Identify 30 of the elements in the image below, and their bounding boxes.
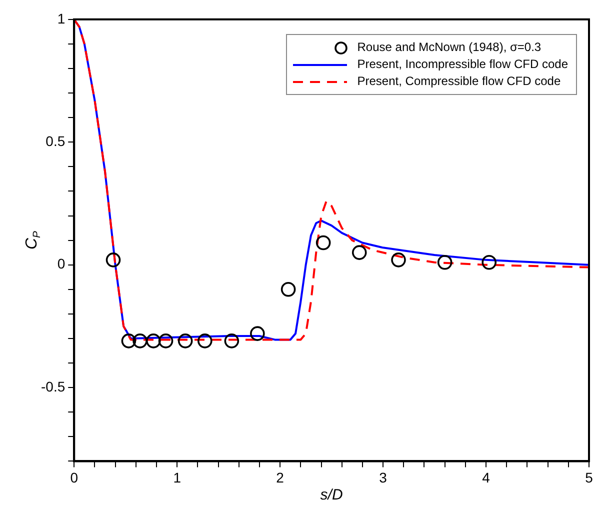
point xyxy=(250,326,265,341)
point xyxy=(121,334,136,348)
legend-label: Rouse and McNown (1948), σ=0.3 xyxy=(357,39,542,56)
point xyxy=(158,334,174,348)
y-tick-label: 1 xyxy=(57,10,66,26)
point xyxy=(178,334,193,348)
legend-label: Present, Incompressible flow CFD code xyxy=(357,56,568,74)
point xyxy=(106,252,121,268)
point xyxy=(224,334,240,348)
x-tick-label: 2 xyxy=(276,469,284,486)
x-axis-title: s/D xyxy=(320,486,343,504)
legend-label: Present, Compressible flow CFD code xyxy=(357,73,561,90)
point xyxy=(198,334,212,348)
point xyxy=(352,245,367,260)
y-axis-title: CP xyxy=(24,230,43,250)
point xyxy=(280,282,296,297)
point xyxy=(132,334,148,348)
point xyxy=(316,235,331,250)
x-tick-label: 5 xyxy=(585,469,594,486)
y-tick-label: -0.5 xyxy=(41,378,66,394)
y-tick-label: 0 xyxy=(57,256,66,272)
x-tick-label: 4 xyxy=(482,469,490,486)
point xyxy=(146,334,161,348)
point xyxy=(437,254,452,270)
point xyxy=(482,254,497,270)
point xyxy=(391,252,406,268)
x-tick-label: 0 xyxy=(70,469,78,486)
x-tick-label: 1 xyxy=(173,469,182,486)
y-tick-label: 0.5 xyxy=(46,132,66,149)
x-tick-label: 3 xyxy=(379,469,388,486)
